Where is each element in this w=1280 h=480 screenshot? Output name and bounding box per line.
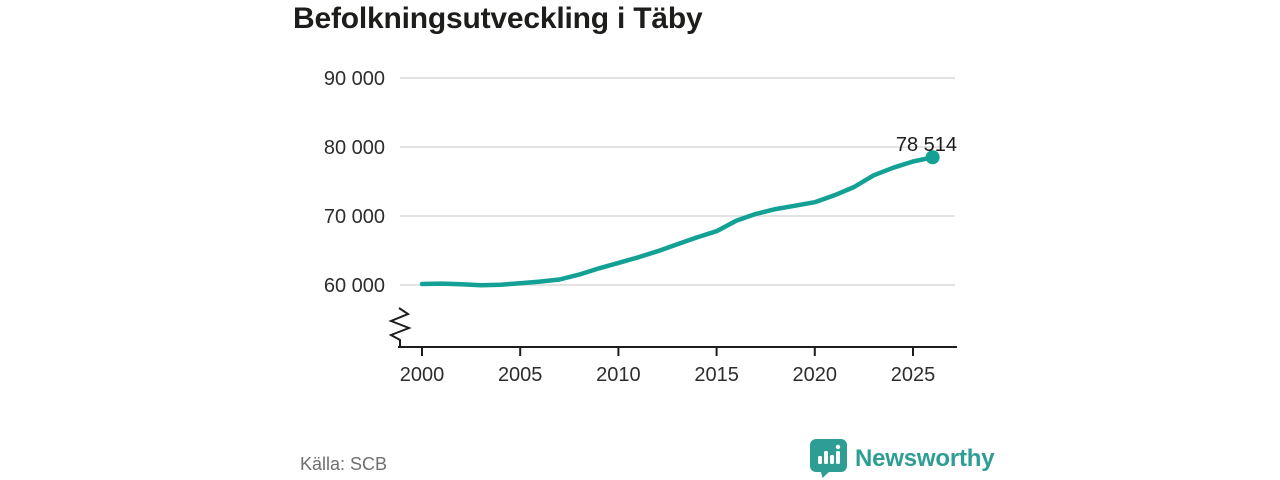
axis-break-icon <box>388 307 412 347</box>
x-tick-label: 2000 <box>400 364 445 386</box>
y-tick-label: 60 000 <box>324 275 385 297</box>
newsworthy-bubble-icon <box>810 439 847 478</box>
x-tick-label: 2010 <box>596 364 641 386</box>
y-tick-label: 80 000 <box>324 137 385 159</box>
x-tick-label: 2015 <box>694 364 739 386</box>
endpoint-value-label: 78 514 <box>896 134 957 156</box>
population-line <box>419 155 935 288</box>
source-note: Källa: SCB <box>300 454 388 474</box>
x-tick-label: 2005 <box>498 364 543 386</box>
x-tick-label: 2025 <box>891 364 936 386</box>
y-tick-label: 90 000 <box>324 68 385 90</box>
newsworthy-wordmark: Newsworthy <box>855 444 995 472</box>
endpoint-marker <box>925 150 940 165</box>
x-tick-label: 2020 <box>793 364 838 386</box>
y-tick-label: 70 000 <box>324 206 385 228</box>
chart-title: Befolkningsutveckling i Täby <box>293 2 703 35</box>
newsworthy-logo[interactable]: Newsworthy <box>810 439 995 478</box>
